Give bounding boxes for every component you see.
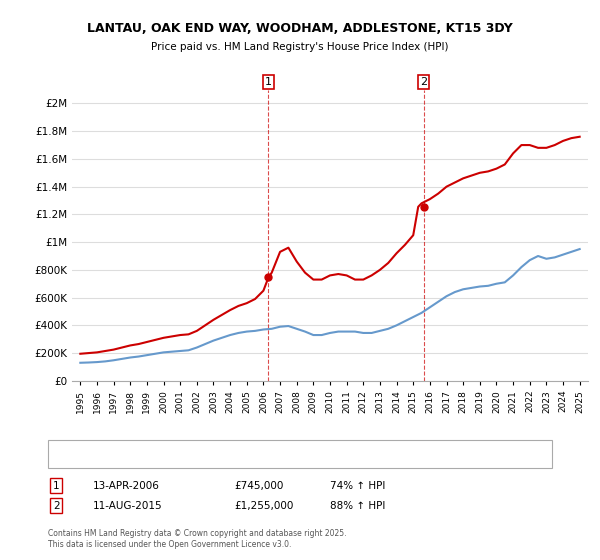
Text: 88% ↑ HPI: 88% ↑ HPI — [330, 501, 385, 511]
Text: 1: 1 — [53, 480, 60, 491]
Text: HPI: Average price, detached house, Runnymede: HPI: Average price, detached house, Runn… — [87, 456, 308, 465]
Text: 74% ↑ HPI: 74% ↑ HPI — [330, 480, 385, 491]
Text: Price paid vs. HM Land Registry's House Price Index (HPI): Price paid vs. HM Land Registry's House … — [151, 42, 449, 52]
Text: —: — — [60, 456, 74, 470]
Text: LANTAU, OAK END WAY, WOODHAM, ADDLESTONE, KT15 3DY (detached house): LANTAU, OAK END WAY, WOODHAM, ADDLESTONE… — [87, 445, 444, 454]
Text: 2: 2 — [53, 501, 60, 511]
Text: 11-AUG-2015: 11-AUG-2015 — [93, 501, 163, 511]
Text: £1,255,000: £1,255,000 — [234, 501, 293, 511]
Text: £745,000: £745,000 — [234, 480, 283, 491]
Text: 1: 1 — [265, 77, 272, 87]
Text: 2: 2 — [420, 77, 427, 87]
Text: —: — — [60, 445, 74, 459]
Text: 13-APR-2006: 13-APR-2006 — [93, 480, 160, 491]
Text: LANTAU, OAK END WAY, WOODHAM, ADDLESTONE, KT15 3DY: LANTAU, OAK END WAY, WOODHAM, ADDLESTONE… — [87, 22, 513, 35]
Text: Contains HM Land Registry data © Crown copyright and database right 2025.
This d: Contains HM Land Registry data © Crown c… — [48, 529, 347, 549]
